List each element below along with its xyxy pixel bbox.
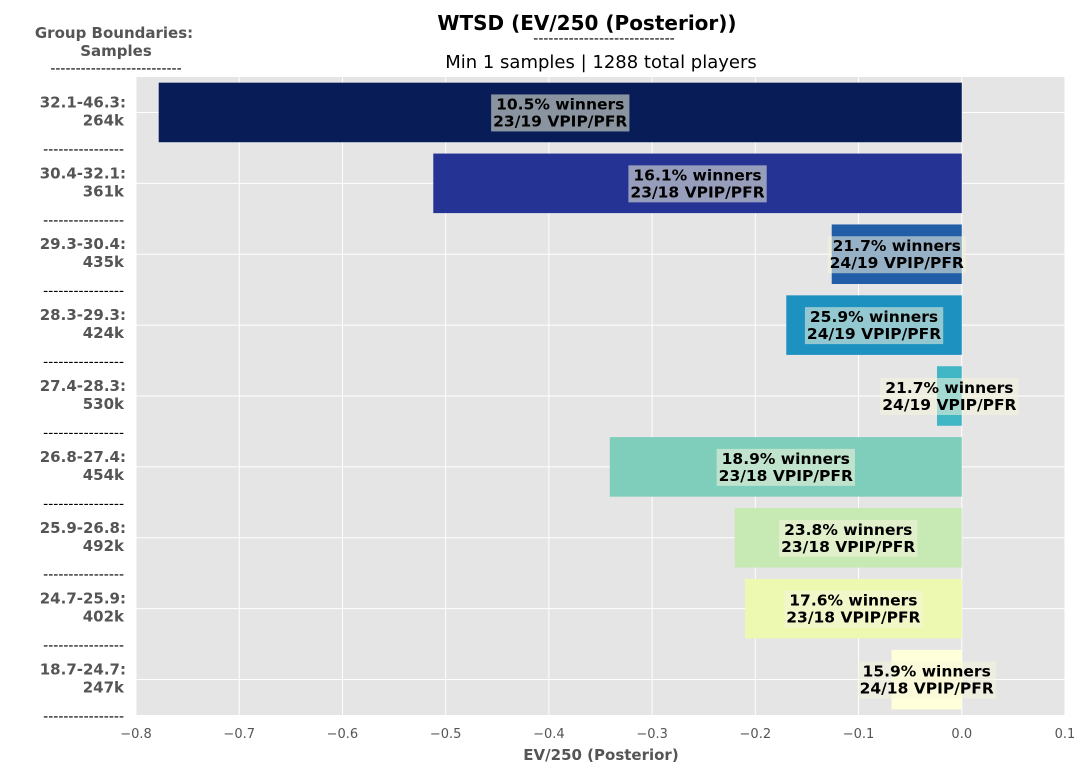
y-label-samples-4: 530k: [83, 395, 125, 413]
y-label-range-5: 26.8-27.4:: [40, 448, 126, 466]
bar-label-box-7: [784, 590, 923, 628]
x-tick-label-7: −0.1: [843, 727, 875, 742]
y-label-samples-5: 454k: [83, 466, 125, 484]
x-tick-label-6: −0.2: [740, 727, 772, 742]
y-label-range-6: 25.9-26.8:: [40, 519, 126, 537]
y-label-rule-1: ----------------: [43, 213, 124, 229]
chart-title: WTSD (EV/250 (Posterior)): [437, 11, 736, 35]
x-tick-label-5: −0.3: [636, 727, 668, 742]
x-axis-label: EV/250 (Posterior): [523, 746, 678, 764]
bar-label-box-5: [716, 448, 855, 486]
y-label-rule-4: ----------------: [43, 425, 124, 441]
x-tick-label-2: −0.6: [327, 727, 359, 742]
x-tick-label-4: −0.4: [533, 727, 565, 742]
y-label-samples-8: 247k: [83, 679, 125, 697]
bar-label-vpip-4: 24/19 VPIP/PFR: [882, 396, 1016, 414]
y-label-samples-2: 435k: [83, 253, 125, 271]
x-tick-label-0: −0.8: [120, 727, 152, 742]
bar-label-box-3: [804, 307, 944, 345]
y-label-rule-8: ----------------: [43, 709, 124, 725]
bar-label-box-1: [628, 165, 767, 203]
bar-label-winners-2: 21.7% winners: [833, 237, 961, 255]
bar-label-vpip-0: 23/19 VPIP/PFR: [493, 112, 627, 130]
bar-label-box-4: [880, 378, 1019, 415]
y-label-range-0: 32.1-46.3:: [40, 93, 126, 111]
x-tick-label-8: 0.0: [951, 727, 972, 742]
bar-label-winners-5: 18.9% winners: [722, 450, 850, 468]
bar-label-box-2: [827, 236, 966, 274]
left-header-line-2: Samples: [80, 42, 152, 60]
bar-label-winners-8: 15.9% winners: [863, 663, 991, 681]
y-label-rule-0: ----------------: [43, 142, 124, 158]
y-label-samples-1: 361k: [83, 182, 125, 200]
bar-label-vpip-7: 23/18 VPIP/PFR: [786, 609, 920, 627]
bar-label-box-8: [857, 661, 996, 699]
y-label-samples-3: 424k: [83, 324, 125, 342]
y-label-rule-6: ----------------: [43, 567, 124, 583]
bar-label-winners-1: 16.1% winners: [633, 166, 761, 184]
y-label-range-1: 30.4-32.1:: [40, 164, 126, 182]
y-label-range-3: 28.3-29.3:: [40, 306, 126, 324]
bar-label-winners-7: 17.6% winners: [789, 592, 917, 610]
y-axis-labels: 32.1-46.3:264k ---------------- 30.4-32.1:…: [40, 93, 126, 725]
y-label-samples-6: 492k: [83, 537, 125, 555]
x-tick-label-1: −0.7: [223, 727, 255, 742]
bar-label-vpip-8: 24/18 VPIP/PFR: [860, 680, 994, 698]
bar-label-winners-0: 10.5% winners: [496, 95, 624, 113]
title-rule: ----------------------------: [533, 31, 674, 47]
x-tick-label-3: −0.5: [430, 727, 462, 742]
bar-label-winners-3: 25.9% winners: [810, 308, 938, 326]
y-label-rule-2: ----------------: [43, 284, 124, 300]
y-label-rule-7: ----------------: [43, 638, 124, 654]
y-label-samples-7: 402k: [83, 608, 125, 626]
bar-label-vpip-6: 23/18 VPIP/PFR: [781, 538, 915, 556]
left-header-rule: --------------------------: [50, 61, 181, 77]
y-label-range-7: 24.7-25.9:: [40, 590, 126, 608]
x-tick-label-9: 0.1: [1055, 727, 1076, 742]
bar-label-vpip-5: 23/18 VPIP/PFR: [719, 467, 853, 485]
bar-label-box-6: [779, 519, 918, 557]
bar-label-winners-4: 21.7% winners: [885, 379, 1013, 397]
y-label-range-2: 29.3-30.4:: [40, 235, 126, 253]
y-label-range-4: 27.4-28.3:: [40, 377, 126, 395]
bar-label-vpip-2: 24/19 VPIP/PFR: [830, 254, 964, 272]
bar-label-winners-6: 23.8% winners: [784, 521, 912, 539]
y-label-range-8: 18.7-24.7:: [40, 661, 126, 679]
bar-label-vpip-1: 23/18 VPIP/PFR: [630, 183, 764, 201]
bar-label-box-0: [491, 94, 630, 132]
y-label-rule-3: ----------------: [43, 355, 124, 371]
y-label-rule-5: ----------------: [43, 496, 124, 512]
x-axis-ticks: −0.8 −0.7 −0.6 −0.5 −0.4 −0.3 −0.2 −0.1 0.0 0.1: [120, 727, 1075, 742]
left-header-line-1: Group Boundaries:: [35, 24, 193, 42]
y-label-samples-0: 264k: [83, 111, 125, 129]
bar-label-vpip-3: 24/19 VPIP/PFR: [807, 325, 941, 343]
chart-subtitle: Min 1 samples | 1288 total players: [445, 52, 757, 73]
